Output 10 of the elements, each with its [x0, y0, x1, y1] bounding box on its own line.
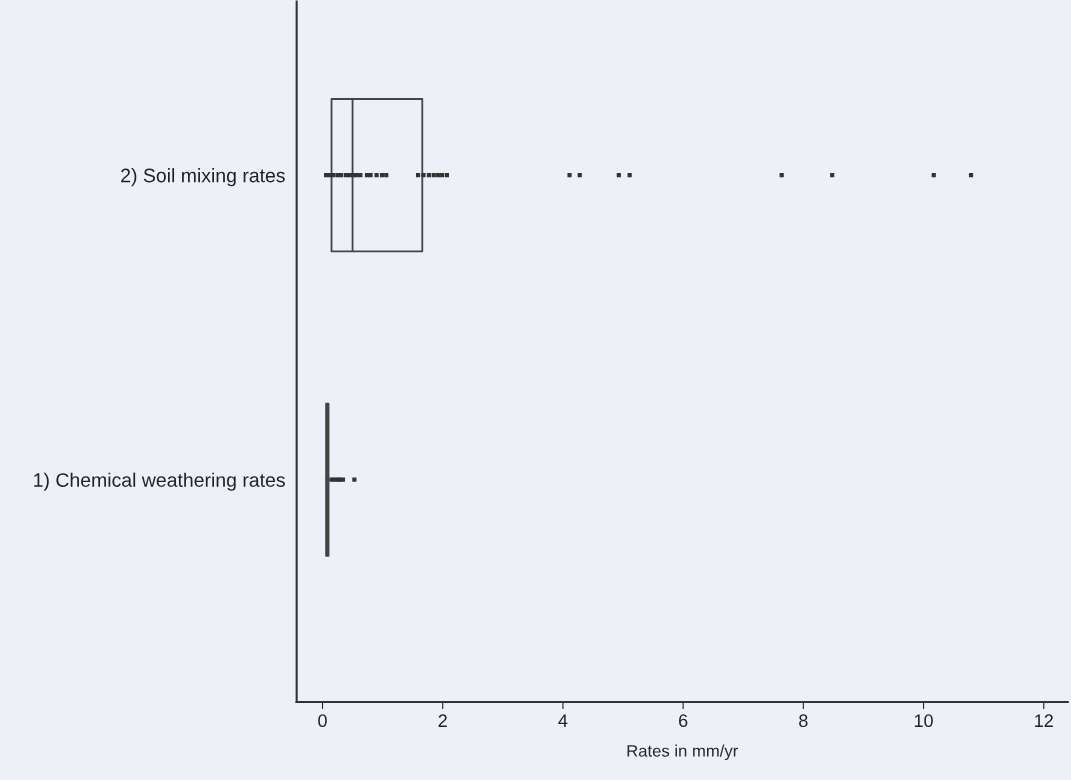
x-tick-label: 0: [318, 714, 327, 728]
y-tick-label: 2) Soil mixing rates: [121, 168, 285, 187]
x-tick-label: 8: [799, 714, 808, 728]
x-axis-title: Rates in mm/yr: [627, 744, 738, 761]
x-tick-label: 2: [438, 714, 447, 727]
x-tick-label: 10: [914, 714, 933, 728]
y-tick-label: 1) Chemical weathering rates: [34, 472, 285, 491]
x-tick-label: 4: [558, 714, 568, 727]
x-tick-label: 12: [1035, 714, 1053, 727]
x-tick-label: 6: [679, 714, 688, 728]
